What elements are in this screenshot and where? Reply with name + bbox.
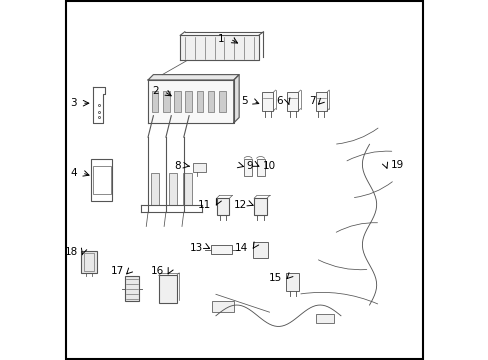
Bar — [196, 91, 203, 112]
Text: 18: 18 — [64, 247, 78, 257]
Bar — [83, 253, 94, 271]
Bar — [159, 275, 176, 302]
Bar — [125, 276, 139, 301]
Text: 13: 13 — [189, 243, 203, 253]
Bar — [285, 273, 299, 291]
Bar — [193, 163, 206, 172]
Bar — [185, 91, 192, 112]
Bar — [252, 242, 268, 257]
Text: 9: 9 — [245, 161, 252, 171]
Text: 8: 8 — [174, 161, 181, 171]
Text: 7: 7 — [309, 96, 315, 107]
Polygon shape — [148, 75, 239, 80]
Text: 5: 5 — [241, 96, 247, 107]
Bar — [151, 91, 158, 112]
Bar — [210, 246, 231, 254]
Bar — [93, 166, 110, 194]
Bar — [168, 173, 177, 205]
Bar — [216, 198, 229, 215]
Bar — [219, 91, 225, 112]
Text: 6: 6 — [276, 96, 282, 107]
Text: 4: 4 — [70, 168, 77, 178]
Bar — [256, 158, 264, 176]
Text: 1: 1 — [218, 34, 224, 44]
Bar — [207, 91, 214, 112]
Bar — [183, 173, 191, 205]
Polygon shape — [148, 80, 233, 123]
Bar — [315, 314, 333, 323]
Text: 11: 11 — [197, 200, 210, 210]
Text: 16: 16 — [151, 266, 164, 276]
Bar — [262, 92, 273, 111]
Text: 12: 12 — [233, 200, 246, 210]
Polygon shape — [233, 75, 239, 123]
Bar — [244, 158, 251, 176]
Bar — [163, 91, 169, 112]
Text: 17: 17 — [111, 266, 124, 276]
Text: 15: 15 — [268, 273, 282, 283]
Bar — [212, 301, 233, 312]
Bar — [174, 91, 181, 112]
Bar — [254, 198, 266, 215]
Bar — [81, 251, 97, 273]
Text: 19: 19 — [390, 159, 404, 170]
Text: 10: 10 — [263, 161, 276, 171]
Text: 14: 14 — [234, 243, 247, 253]
Bar — [315, 92, 326, 111]
Polygon shape — [180, 35, 258, 60]
Bar — [91, 158, 112, 202]
Text: 3: 3 — [70, 98, 77, 108]
Bar — [151, 173, 159, 205]
Text: 2: 2 — [152, 86, 159, 96]
Bar — [286, 92, 298, 111]
